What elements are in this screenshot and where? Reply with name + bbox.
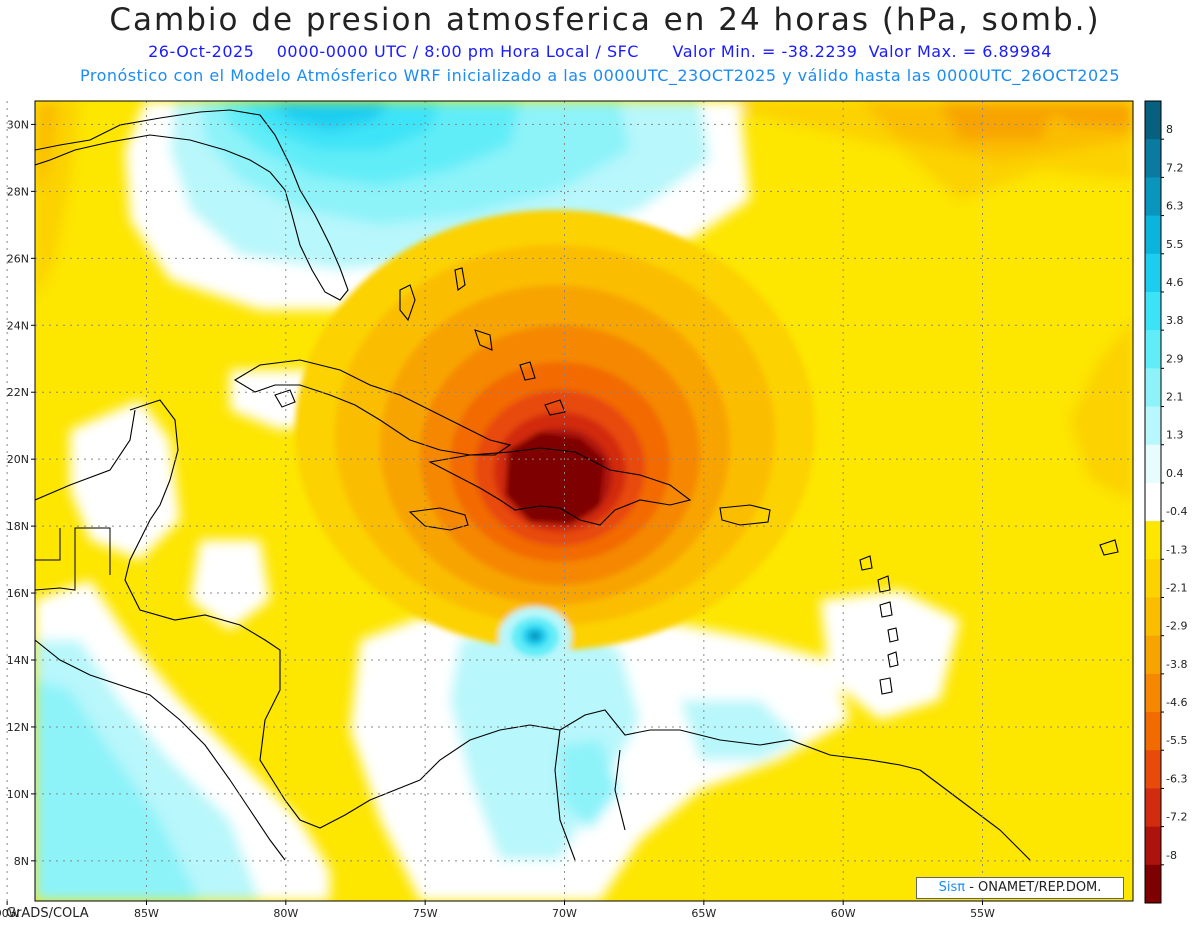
colorbar-swatch [1145, 635, 1161, 675]
colorbar-swatch [1145, 101, 1161, 140]
colorbar-label: -7.2 [1166, 811, 1187, 824]
lat-label: 28N [7, 185, 29, 198]
lat-label: 10N [7, 788, 29, 801]
colorbar-swatch [1145, 291, 1161, 331]
lat-label: 24N [7, 319, 29, 332]
colorbar-label: -4.6 [1166, 696, 1187, 709]
lat-label: 20N [7, 453, 29, 466]
lon-label: 60W [831, 907, 856, 920]
colorbar-swatch [1145, 826, 1161, 866]
lat-label: 8N [14, 855, 29, 868]
colorbar-swatch [1145, 177, 1161, 217]
colorbar-label: -1.3 [1166, 543, 1187, 556]
colorbar-label: -6.3 [1166, 772, 1187, 785]
colorbar-label: 4.6 [1166, 276, 1184, 289]
valid-time-line: 26-Oct-2025 0000-0000 UTC / 8:00 pm Hora… [148, 42, 1052, 61]
colorbar-swatch [1145, 597, 1161, 637]
lon-label: 80W [273, 907, 298, 920]
colorbar-swatch [1145, 482, 1161, 522]
colorbar-label: 5.5 [1166, 238, 1184, 251]
lon-label: 75W [413, 907, 438, 920]
longitude-labels: 90W 85W 80W 75W 70W 65W 60W 55W [0, 901, 995, 920]
lon-label: 55W [970, 907, 995, 920]
colorbar-label: 2.1 [1166, 391, 1184, 404]
colorbar-label: 6.3 [1166, 200, 1184, 213]
colorbar-swatch [1145, 215, 1161, 255]
chart-title: Cambio de presion atmosferica en 24 hora… [109, 2, 1101, 38]
colorbar-swatch [1145, 788, 1161, 828]
lat-label: 12N [7, 721, 29, 734]
lon-label: 85W [134, 907, 159, 920]
graticule [6, 101, 1133, 901]
credit-text: - ONAMET/REP.DOM. [965, 880, 1102, 895]
colorbar-label: 8 [1166, 123, 1173, 136]
lat-label: 30N [7, 118, 29, 131]
agency-credit: Sisπ - ONAMET/REP.DOM. [916, 877, 1124, 899]
colorbar-swatch [1145, 712, 1161, 751]
lat-label: 14N [7, 654, 29, 667]
lat-label: 26N [7, 252, 29, 265]
colorbar-label: 1.3 [1166, 429, 1184, 442]
colorbar-swatch [1145, 406, 1161, 446]
colorbar-swatch [1145, 521, 1161, 560]
lon-label: 65W [691, 907, 716, 920]
map-frame [34, 100, 1134, 902]
coastlines [35, 109, 1119, 861]
colorbar-label: -3.8 [1166, 658, 1187, 671]
colorbar-swatch [1145, 368, 1161, 408]
software-credit: GrADS/COLA [6, 906, 89, 921]
colorbar-swatch [1145, 673, 1161, 713]
latitude-labels: 30N 28N 26N 24N 22N 20N 18N 16N 14N 12N 10N 8N [7, 118, 35, 868]
colorbar-label: -2.1 [1166, 581, 1187, 594]
colorbar-swatch [1145, 253, 1161, 293]
colorbar-label: -5.5 [1166, 734, 1187, 747]
colorbar-swatch [1145, 139, 1161, 178]
lat-label: 22N [7, 386, 29, 399]
borders [35, 527, 111, 591]
colorbar-label: 7.2 [1166, 161, 1184, 174]
colorbar-label: 3.8 [1166, 314, 1184, 327]
colorbar-border [1144, 100, 1162, 904]
colorbar-label: 2.9 [1166, 352, 1184, 365]
lon-label: 70W [552, 907, 577, 920]
shaded-field [35, 101, 1133, 901]
colorbar-swatch [1145, 444, 1161, 484]
lat-label: 16N [7, 587, 29, 600]
credit-brand: Sisπ [938, 880, 966, 895]
colorbar-swatch [1145, 330, 1161, 369]
model-info-line: Pronóstico con el Modelo Atmósferico WRF… [79, 66, 1120, 85]
colorbar-label: -0.4 [1166, 505, 1187, 518]
lat-label: 18N [7, 520, 29, 533]
colorbar: 8 7.2 6.3 5.5 4.6 3.8 2.9 2.1 1.3 0.4 -0.4 -1.3 -2.1… [1144, 100, 1187, 904]
colorbar-swatch [1145, 864, 1161, 904]
lon-label: 90W [0, 907, 20, 920]
colorbar-swatch [1145, 559, 1161, 598]
colorbar-swatch [1145, 750, 1161, 789]
colorbar-label: -8 [1166, 849, 1177, 862]
colorbar-label: -2.9 [1166, 620, 1187, 633]
colorbar-label: 0.4 [1166, 467, 1184, 480]
